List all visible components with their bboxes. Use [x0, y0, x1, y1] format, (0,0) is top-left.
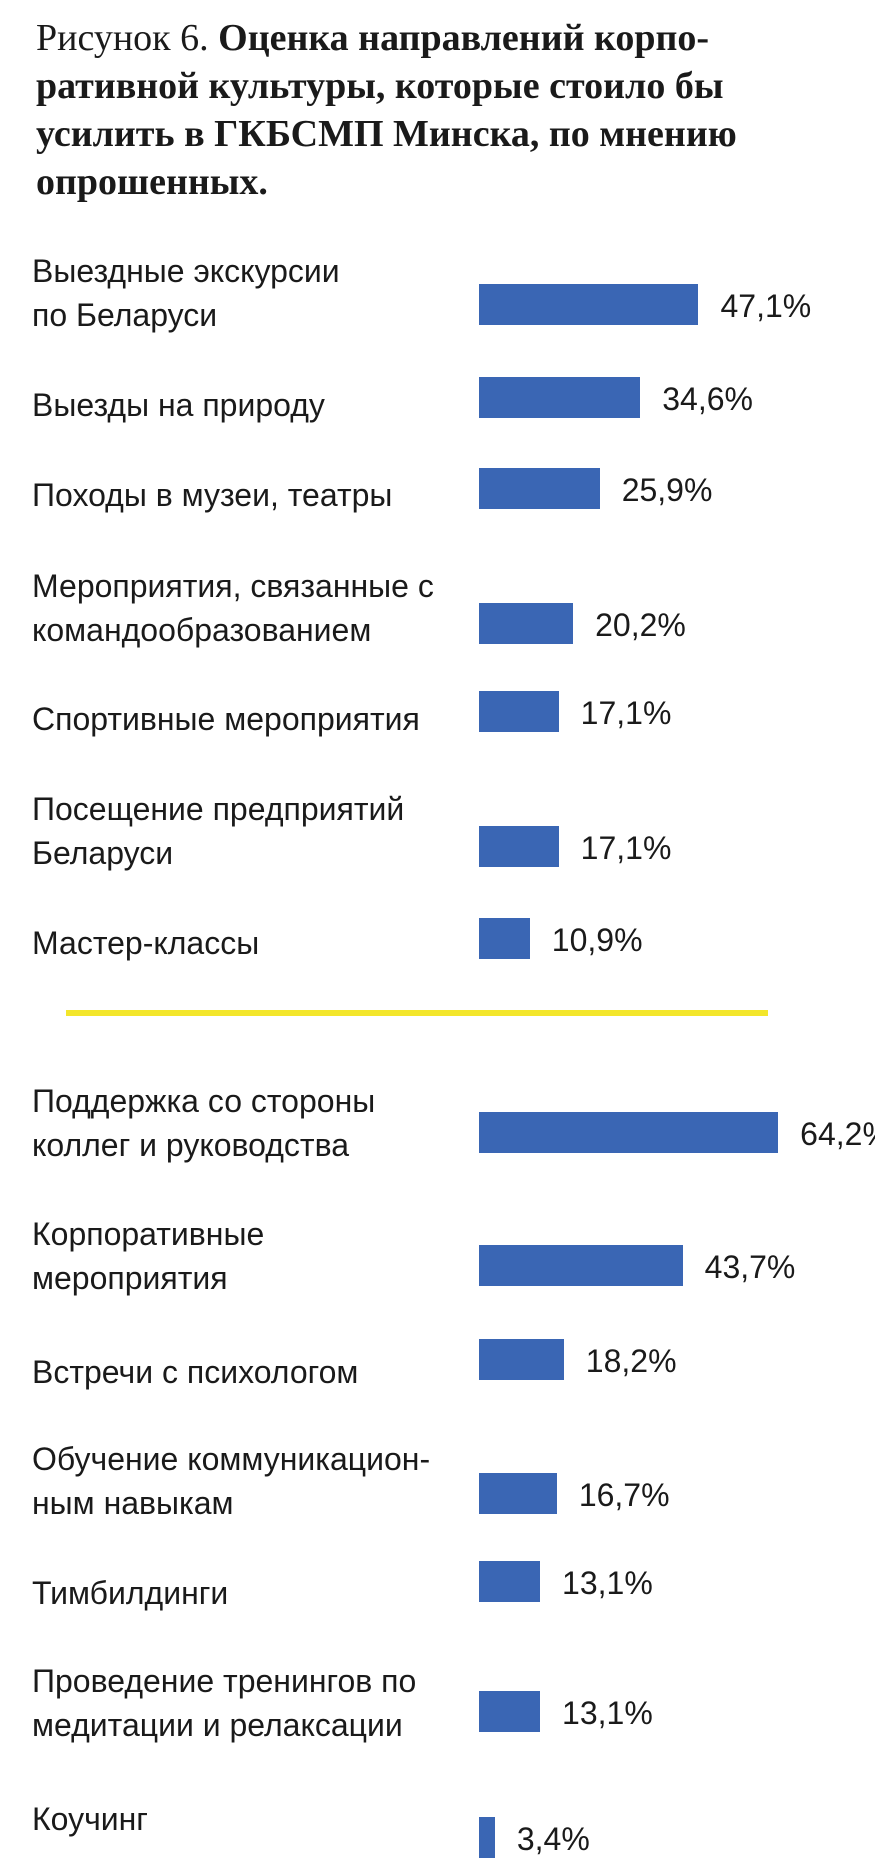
category-label: Проведение тренингов по медитации и релак… [32, 1663, 417, 1743]
value-label: 10,9% [551, 922, 643, 958]
category-label: Обучение коммуникацион-ным навыкам [32, 1441, 431, 1521]
category-label: Спортивные мероприятия [32, 701, 420, 737]
value-label: 43,7% [704, 1249, 796, 1285]
value-label: 16,7% [578, 1477, 670, 1513]
bar [479, 1245, 683, 1286]
bar [479, 603, 574, 644]
bar [479, 1817, 495, 1858]
bar [479, 377, 641, 418]
value-label: 3,4% [516, 1821, 590, 1857]
value-label: 47,1% [720, 288, 812, 324]
bar [479, 1112, 779, 1153]
bar [479, 1561, 541, 1602]
category-label: Походы в музеи, театры [32, 477, 393, 513]
value-label: 18,2% [585, 1343, 677, 1379]
bar [479, 1473, 557, 1514]
value-label: 17,1% [580, 830, 672, 866]
value-label: 13,1% [562, 1565, 653, 1601]
value-label: 17,1% [580, 695, 672, 731]
category-label: Коучинг [32, 1801, 148, 1837]
value-label: 34,6% [662, 381, 753, 417]
bar [479, 918, 530, 959]
section-separator [66, 1010, 768, 1016]
category-label: Выездные экскурсии по Беларуси [32, 253, 340, 333]
bar [479, 468, 600, 509]
bar [479, 826, 559, 867]
value-label: 25,9% [621, 472, 713, 508]
category-label: Корпоративные мероприятия [32, 1216, 265, 1296]
category-label: Тимбилдинги [32, 1575, 229, 1611]
value-label: 64,2% [800, 1116, 875, 1152]
chart-title: Рисунок 6. Оценка направлений корпо-рати… [36, 14, 836, 206]
category-label: Мероприятия, связанные с командообразован… [32, 568, 434, 648]
value-label: 20,2% [595, 607, 686, 643]
category-label: Выезды на природу [32, 387, 325, 423]
bar [479, 284, 699, 325]
figure-caption: Оценка направлений корпо-ративной культу… [36, 17, 737, 203]
category-label: Посещение предприятий Беларуси [32, 791, 405, 871]
category-label: Мастер-классы [32, 925, 260, 961]
category-label: Встречи с психологом [32, 1354, 359, 1390]
category-label: Поддержка со стороны коллег и руководства [32, 1083, 376, 1163]
value-label: 13,1% [562, 1695, 653, 1731]
bar [479, 691, 559, 732]
bar [479, 1339, 564, 1380]
bar [479, 1691, 541, 1732]
figure-number: Рисунок 6. [36, 17, 209, 59]
